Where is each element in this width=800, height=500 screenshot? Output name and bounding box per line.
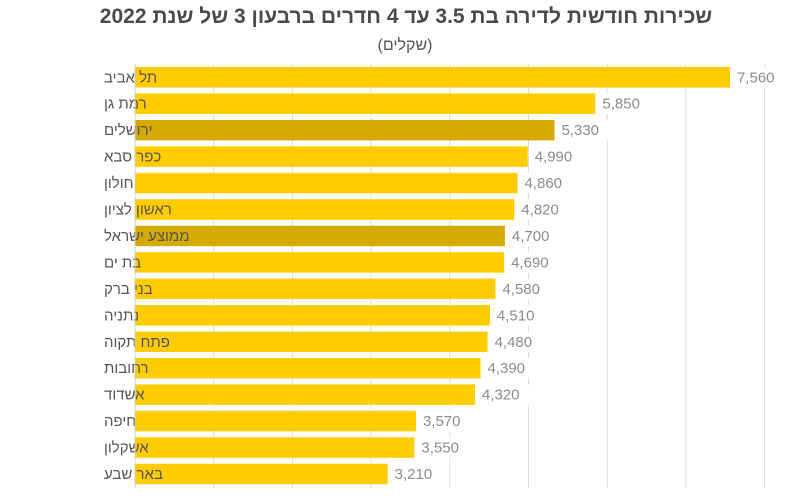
- category-label: רחובות: [104, 360, 149, 377]
- category-label: אשקלון: [104, 440, 149, 457]
- value-label: 3,210: [395, 466, 433, 483]
- category-label: ממוצע ישראל: [104, 228, 190, 245]
- category-label: תל אביב: [104, 69, 157, 86]
- value-label: 4,580: [502, 281, 540, 298]
- value-label-background: [485, 357, 538, 379]
- chart-title: שכירות חודשית לדירה בת 3.5 עד 4 חדרים בר…: [99, 5, 713, 28]
- bar: [135, 199, 515, 220]
- value-label: 4,320: [482, 387, 520, 404]
- value-label: 4,820: [521, 202, 559, 219]
- value-label-background: [419, 437, 472, 458]
- value-label-background: [559, 119, 612, 141]
- value-label: 5,330: [561, 122, 599, 139]
- bar: [135, 437, 415, 458]
- category-label: באר שבע: [104, 466, 163, 483]
- value-label-background: [500, 278, 553, 300]
- bar-highlighted: [135, 119, 555, 141]
- value-label: 4,860: [524, 175, 562, 192]
- value-label: 4,480: [495, 334, 533, 351]
- value-label-background: [522, 172, 575, 194]
- category-label: נתניה: [104, 307, 139, 324]
- bar: [135, 278, 496, 300]
- bar: [135, 305, 490, 326]
- category-labels: תל אביב רמת גן ירושלים כפר סבא חולון ראשון לצ…: [104, 69, 190, 483]
- category-label: בת ים: [104, 254, 141, 271]
- bar: [135, 384, 475, 405]
- category-label: חולון: [104, 175, 134, 192]
- value-label-background: [392, 463, 445, 485]
- bar: [135, 172, 518, 194]
- bar: [135, 463, 388, 485]
- category-label: פתח תקוה: [104, 334, 170, 351]
- bar-highlighted: [135, 225, 505, 247]
- value-label-background: [420, 410, 473, 432]
- value-label: 4,390: [487, 360, 525, 377]
- value-label: 4,690: [511, 254, 549, 271]
- value-label: 3,550: [421, 440, 459, 457]
- category-label: חיפה: [104, 413, 136, 430]
- category-label: אשדוד: [104, 387, 145, 404]
- value-label-background: [492, 331, 545, 352]
- value-label-background: [509, 252, 562, 273]
- value-label: 4,700: [512, 228, 550, 245]
- value-label-background: [734, 67, 787, 88]
- bar: [135, 410, 416, 432]
- bar: [135, 93, 596, 114]
- value-label-background: [509, 225, 562, 247]
- value-label: 5,850: [602, 96, 640, 113]
- bar: [135, 252, 505, 273]
- category-label: רמת גן: [104, 96, 147, 113]
- category-label: כפר סבא: [104, 149, 161, 166]
- value-label: 7,560: [737, 69, 775, 86]
- category-label: ראשון לציון: [104, 202, 172, 219]
- value-label: 3,570: [423, 413, 461, 430]
- bars: [135, 67, 730, 485]
- value-label-background: [479, 384, 532, 405]
- value-label-background: [532, 146, 585, 167]
- category-label: בני ברק: [104, 281, 153, 298]
- value-label: 4,510: [497, 307, 535, 324]
- value-label-background: [600, 93, 653, 114]
- bar: [135, 67, 730, 88]
- value-label-background: [494, 305, 547, 326]
- value-label-background: [519, 199, 572, 220]
- bar: [135, 357, 481, 379]
- bar: [135, 331, 488, 352]
- bar: [135, 146, 528, 167]
- category-label: ירושלים: [104, 122, 152, 139]
- value-label: 4,990: [535, 149, 573, 166]
- chart-subtitle: (שקלים): [377, 37, 433, 54]
